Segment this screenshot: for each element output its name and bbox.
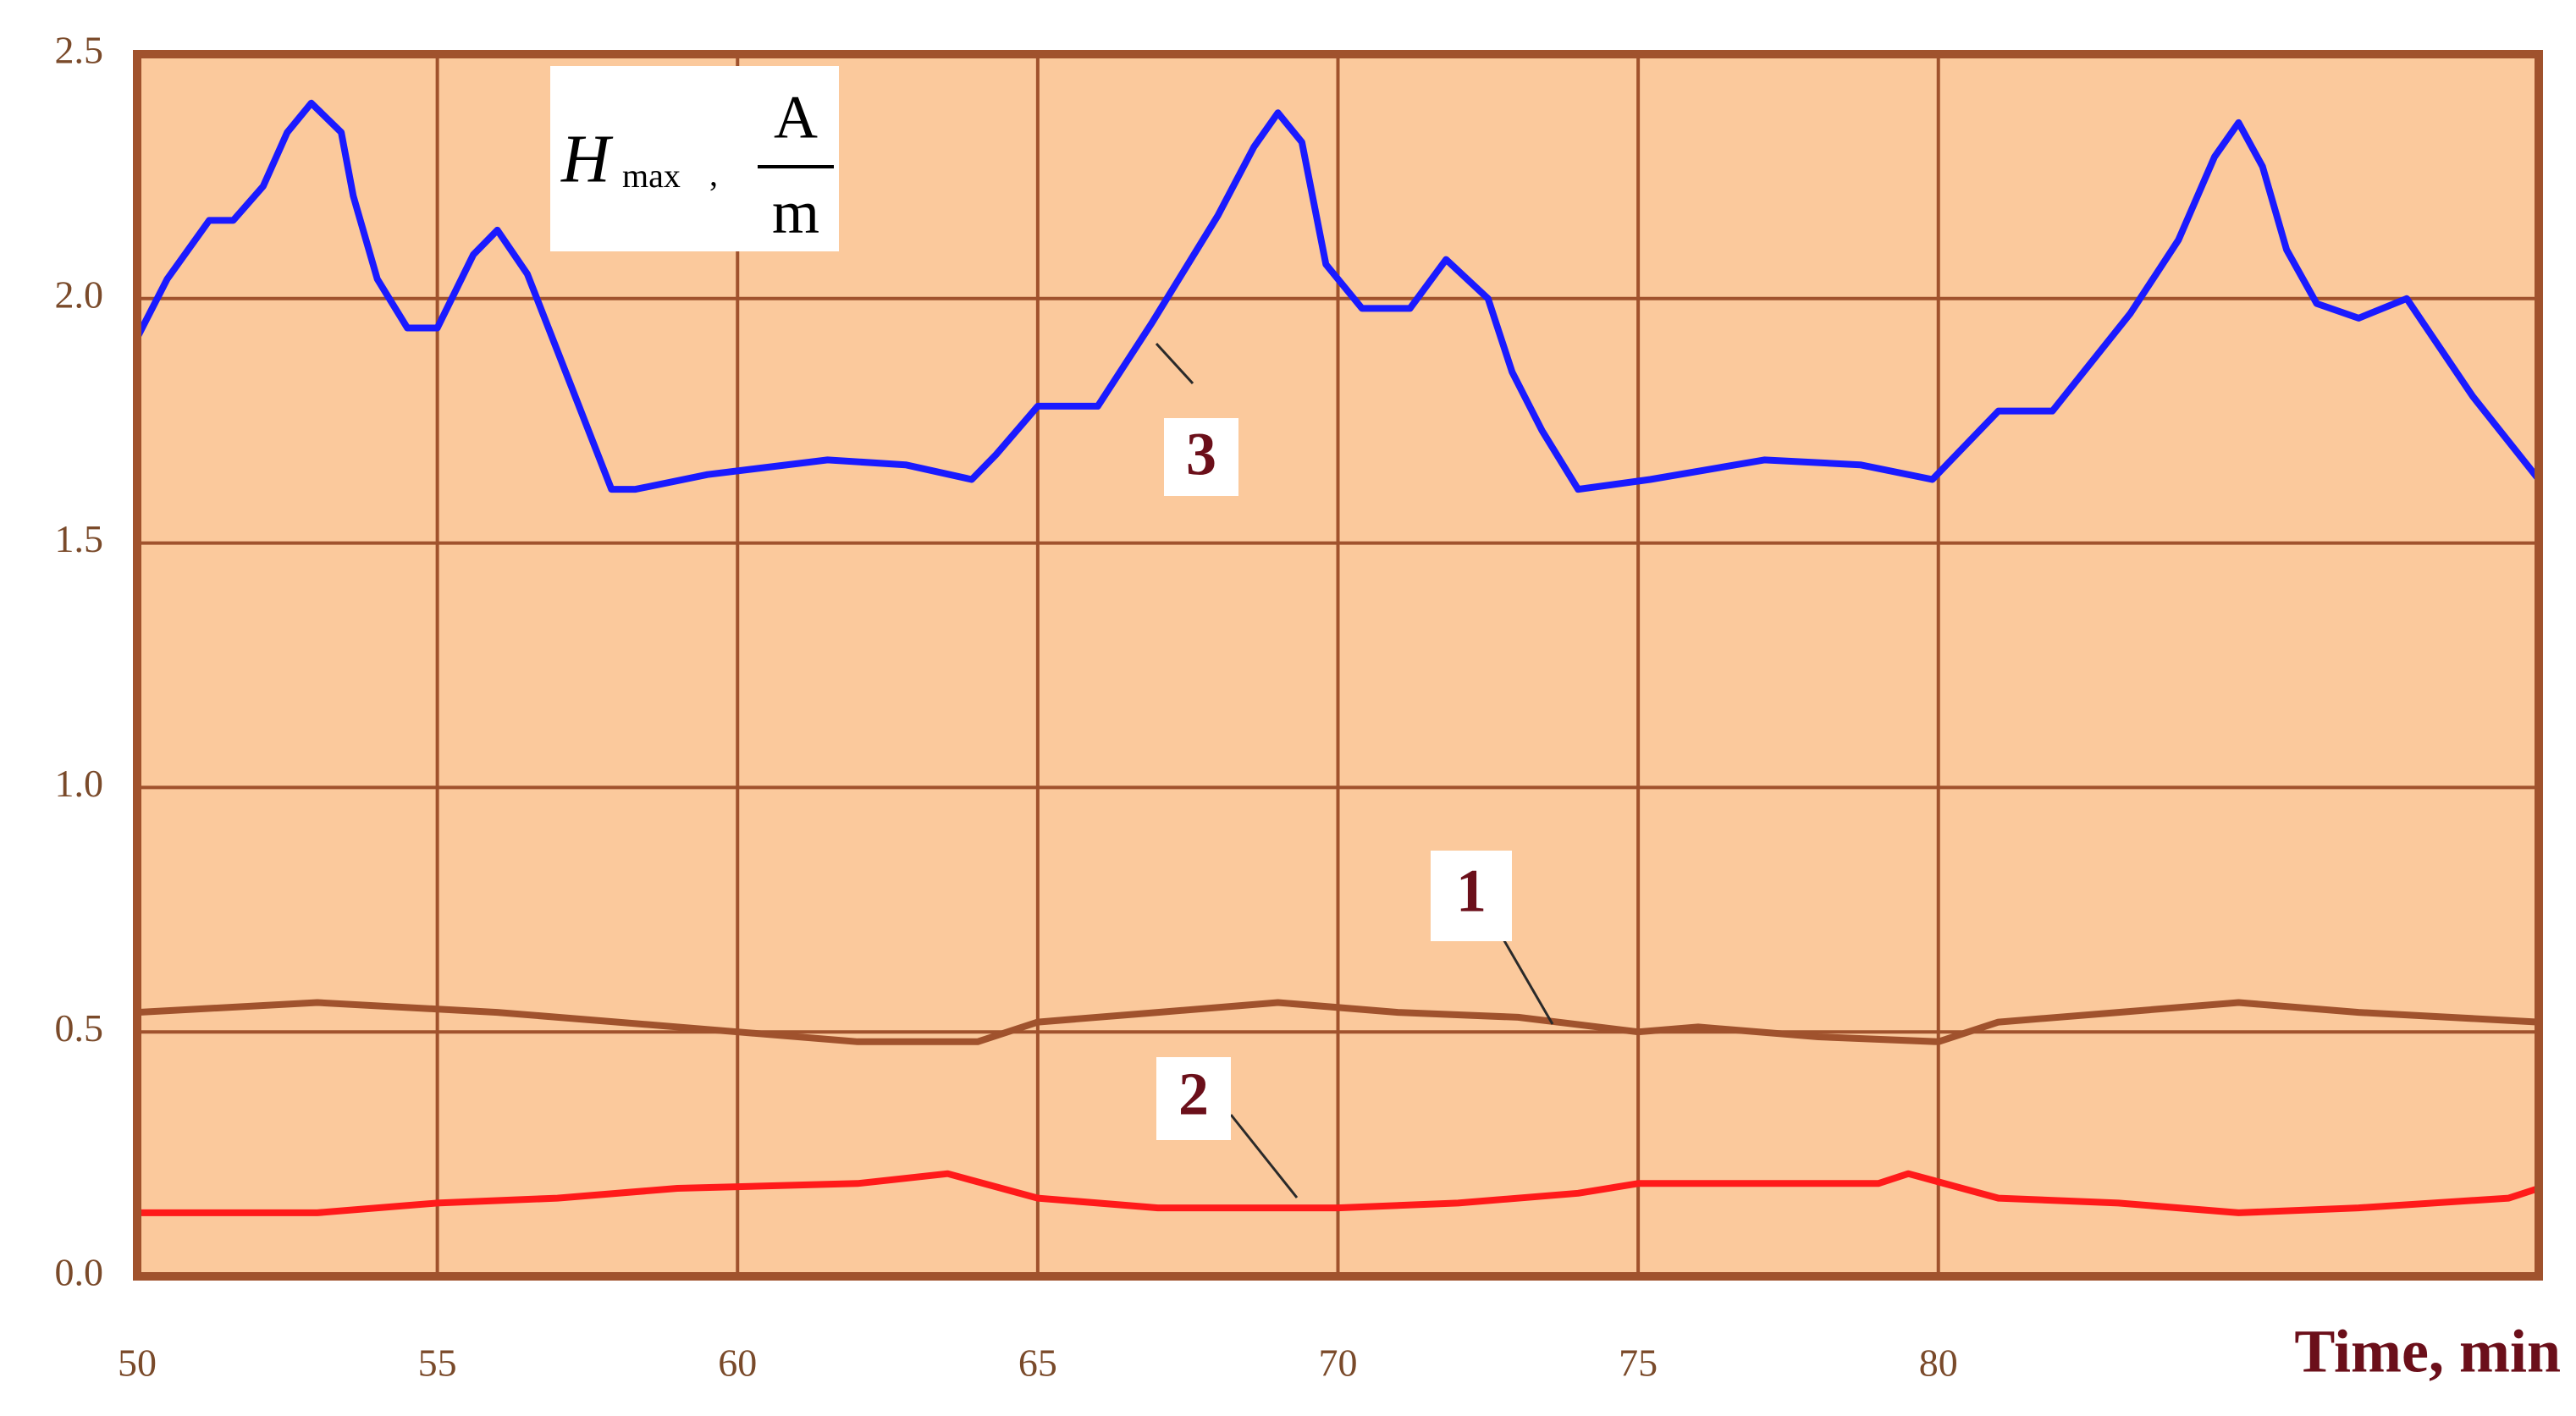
leader-line [1155, 342, 1194, 385]
y-tick-label: 2.5 [55, 29, 104, 72]
series-annotations: 3 1 2 [1155, 342, 1554, 1198]
x-axis-label: Time, min [2294, 1318, 2561, 1386]
y-tick-label: 1.0 [55, 762, 104, 805]
series-line [134, 1170, 2542, 1216]
x-tick-label: 50 [118, 1342, 157, 1385]
x-tick-label: 60 [718, 1342, 757, 1385]
series-label: 1 [1456, 857, 1487, 925]
series-label: 3 [1186, 421, 1216, 488]
leader-line [1229, 1114, 1299, 1198]
grid [135, 52, 2539, 1278]
y-label-subscript: max [622, 157, 681, 195]
x-tick-label: 80 [1919, 1342, 1958, 1385]
y-label-denominator: m [772, 179, 819, 246]
y-label-symbol: H [560, 122, 614, 196]
x-tick-label: 55 [418, 1342, 457, 1385]
series-line [134, 999, 2542, 1045]
series-label: 2 [1178, 1061, 1209, 1128]
y-tick-label: 2.0 [55, 273, 104, 316]
series-lines [134, 99, 2542, 1216]
series-line [134, 99, 2542, 493]
annotation-box [1431, 851, 1512, 941]
y-tick-label: 0.5 [55, 1006, 104, 1050]
plot-frame [133, 50, 2543, 1281]
y-tick-label: 1.5 [55, 517, 104, 560]
y-label-numerator: A [774, 84, 818, 152]
y-tick-label: 0.0 [55, 1251, 104, 1294]
y-axis-label: H max , A m [550, 66, 839, 251]
annotation-box [1164, 418, 1238, 496]
leader-line [1501, 937, 1554, 1025]
x-tick-label: 65 [1018, 1342, 1057, 1385]
y-label-separator: , [709, 155, 718, 193]
y-label-box [550, 66, 839, 251]
annotation-box [1156, 1057, 1231, 1140]
x-tick-label: 70 [1319, 1342, 1358, 1385]
x-tick-label: 75 [1619, 1342, 1658, 1385]
